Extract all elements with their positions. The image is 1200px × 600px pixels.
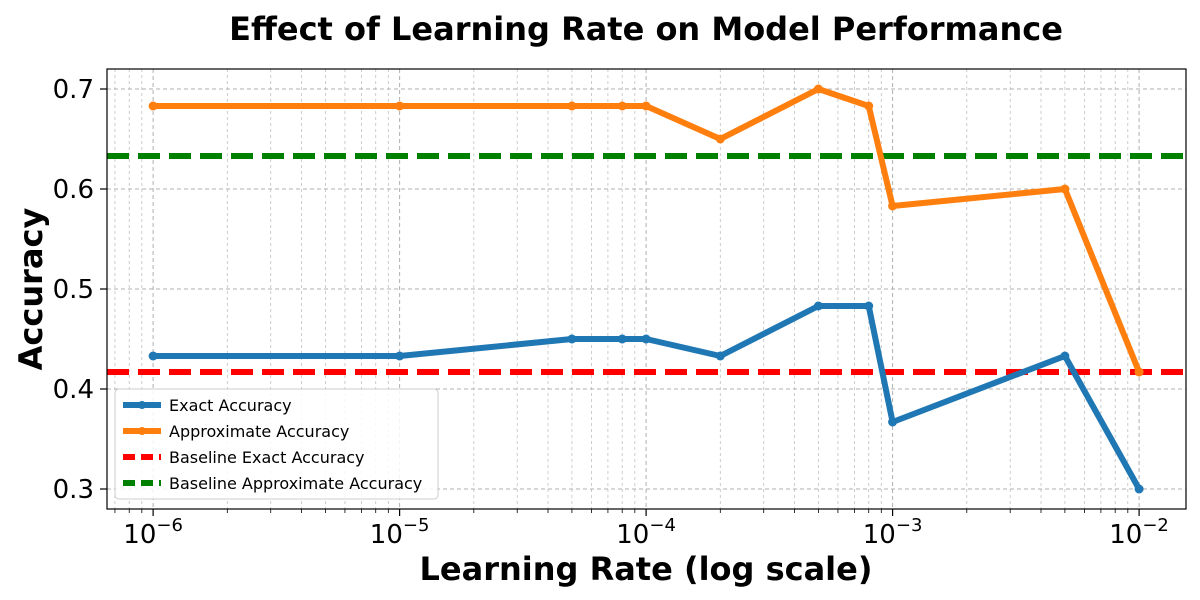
data-point: [395, 351, 405, 361]
data-point: [567, 101, 577, 111]
major-grid: [107, 69, 1186, 509]
legend-label: Baseline Approximate Accuracy: [169, 474, 422, 493]
data-point: [715, 351, 725, 361]
baseline-lines: [107, 153, 1186, 375]
data-point: [888, 201, 898, 211]
axis-ticks: [100, 88, 1140, 516]
data-point: [813, 84, 823, 94]
data-series: [148, 84, 1144, 494]
data-point: [864, 101, 874, 111]
y-tick-label: 0.3: [53, 475, 94, 505]
data-point: [617, 334, 627, 344]
data-point: [864, 301, 874, 311]
data-point: [567, 334, 577, 344]
legend-marker: [138, 401, 146, 409]
legend: Exact Accuracy Approximate Accuracy Baseli…: [114, 388, 439, 500]
legend-label: Exact Accuracy: [169, 396, 292, 415]
data-point: [148, 101, 158, 111]
y-tick-label: 0.6: [53, 175, 94, 205]
legend-marker: [138, 427, 146, 435]
legend-label: Approximate Accuracy: [169, 422, 349, 441]
data-point: [641, 334, 651, 344]
data-point: [1134, 484, 1144, 494]
x-axis-label: Learning Rate (log scale): [420, 550, 873, 588]
data-point: [617, 101, 627, 111]
data-point: [395, 101, 405, 111]
x-tick-label: 10−6: [123, 515, 183, 550]
data-point: [148, 351, 158, 361]
chart-title: Effect of Learning Rate on Model Perform…: [229, 10, 1063, 48]
data-point: [641, 101, 651, 111]
data-point: [1060, 351, 1070, 361]
x-tick-label: 10−3: [863, 515, 923, 550]
data-point: [1060, 184, 1070, 194]
data-point: [888, 417, 898, 427]
y-tick-label: 0.4: [53, 375, 94, 405]
data-point: [813, 301, 823, 311]
data-point: [1134, 367, 1144, 377]
y-axis-label: Accuracy: [12, 208, 50, 371]
x-tick-label: 10−2: [1109, 515, 1169, 550]
y-tick-label: 0.5: [53, 275, 94, 305]
legend-box: [114, 388, 439, 500]
x-tick-label: 10−4: [616, 515, 676, 550]
tick-labels: 10−6 10−5 10−4 10−3 10−2 0.3 0.4 0.5 0.6 0.7: [53, 75, 1169, 550]
y-tick-label: 0.7: [53, 75, 94, 105]
data-point: [715, 134, 725, 144]
legend-label: Baseline Exact Accuracy: [169, 448, 365, 467]
x-tick-label: 10−5: [370, 515, 430, 550]
